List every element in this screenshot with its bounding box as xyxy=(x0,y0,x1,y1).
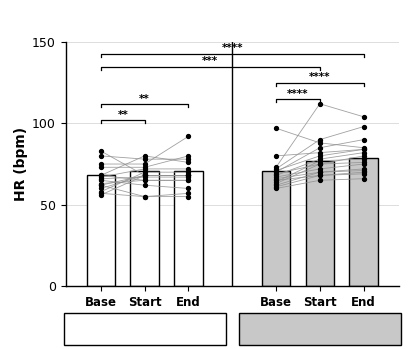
FancyBboxPatch shape xyxy=(64,313,226,345)
Text: ***: *** xyxy=(202,56,218,66)
Text: ****: **** xyxy=(287,89,309,99)
Bar xyxy=(349,157,378,286)
Text: Sleep Deprivation: Sleep Deprivation xyxy=(261,322,379,335)
Text: **: ** xyxy=(117,110,128,120)
Text: **: ** xyxy=(139,94,150,104)
Text: ****: **** xyxy=(222,43,243,53)
Text: Normal Sleep: Normal Sleep xyxy=(100,322,189,335)
Bar xyxy=(87,176,115,286)
Bar xyxy=(262,171,290,286)
Text: ****: **** xyxy=(309,73,330,82)
Bar xyxy=(130,171,159,286)
Bar xyxy=(174,171,203,286)
Bar xyxy=(306,161,334,286)
FancyBboxPatch shape xyxy=(239,313,401,345)
Y-axis label: HR (bpm): HR (bpm) xyxy=(14,127,28,201)
